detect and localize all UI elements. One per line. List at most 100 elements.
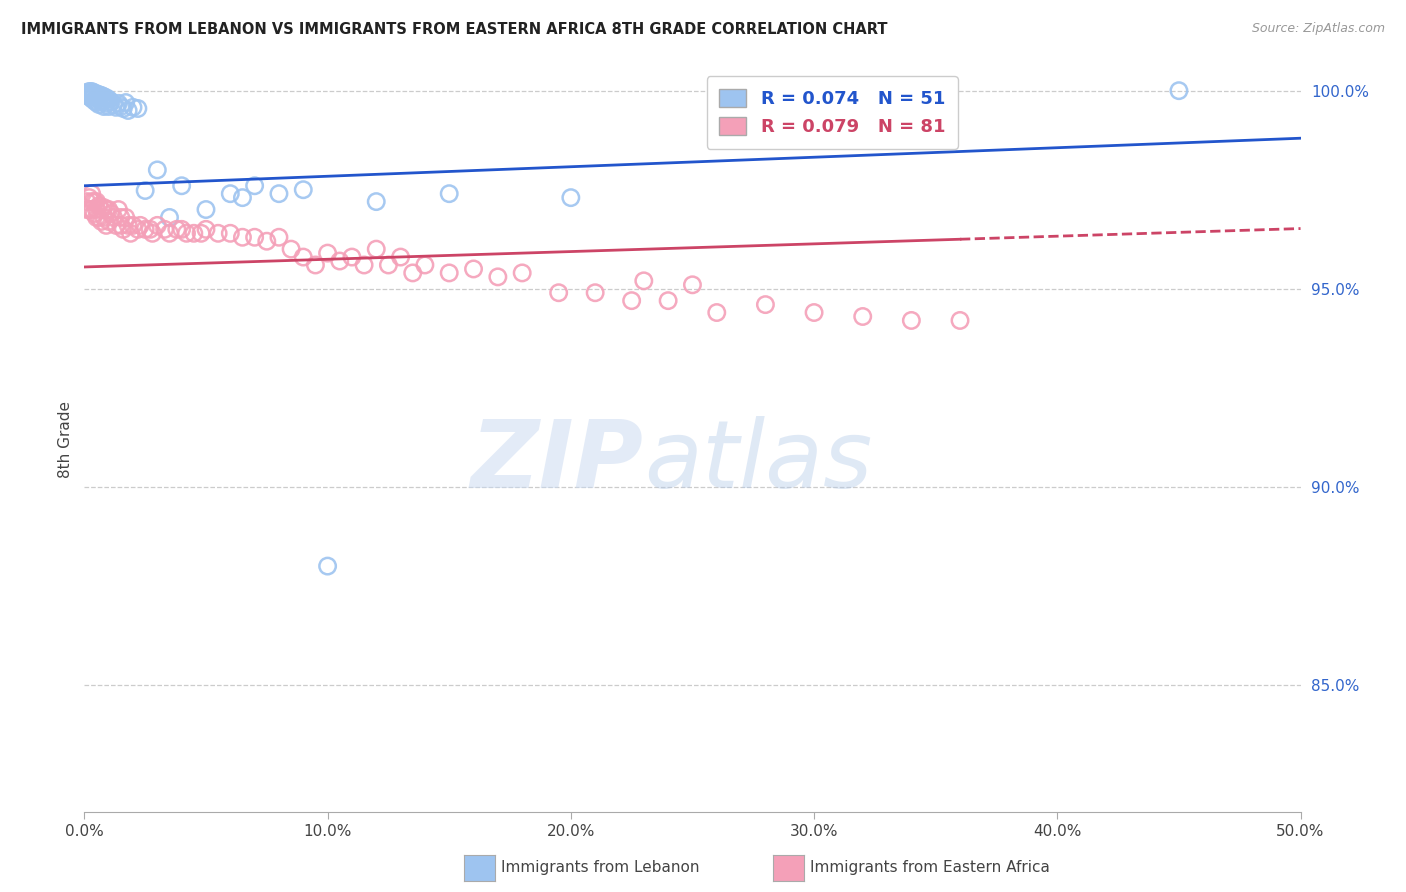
Point	[112, 222, 135, 236]
Point	[76, 194, 98, 209]
Point	[439, 186, 461, 201]
Text: Immigrants from Lebanon: Immigrants from Lebanon	[501, 861, 699, 875]
Point	[900, 313, 922, 327]
Point	[146, 219, 169, 233]
Point	[87, 198, 110, 212]
Point	[76, 86, 98, 100]
Point	[83, 88, 105, 103]
Point	[83, 194, 105, 209]
Point	[243, 178, 266, 193]
Point	[353, 258, 375, 272]
Point	[377, 258, 399, 272]
Point	[77, 202, 100, 217]
Point	[76, 87, 98, 102]
Point	[134, 222, 156, 236]
Point	[86, 211, 108, 225]
Point	[90, 214, 112, 228]
Point	[96, 202, 118, 217]
Point	[486, 269, 509, 284]
Point	[159, 227, 181, 241]
Text: ZIP: ZIP	[471, 416, 644, 508]
Point	[96, 96, 118, 111]
Point	[304, 258, 326, 272]
Point	[852, 310, 875, 324]
Point	[93, 201, 115, 215]
Point	[280, 242, 302, 256]
Point	[754, 297, 776, 311]
Point	[107, 96, 129, 111]
Point	[80, 85, 103, 99]
Point	[153, 222, 176, 236]
Point	[93, 89, 115, 103]
Point	[77, 191, 100, 205]
Point	[195, 222, 218, 236]
Point	[110, 219, 132, 233]
Point	[83, 94, 105, 108]
Point	[170, 178, 193, 193]
Point	[256, 234, 278, 248]
Point	[159, 211, 181, 225]
Point	[366, 242, 388, 256]
Point	[166, 222, 188, 236]
Point	[87, 87, 110, 102]
Text: Immigrants from Eastern Africa: Immigrants from Eastern Africa	[810, 861, 1050, 875]
Text: atlas: atlas	[644, 417, 872, 508]
Point	[389, 250, 412, 264]
Point	[267, 186, 290, 201]
Point	[100, 95, 122, 109]
Point	[77, 85, 100, 99]
Point	[96, 91, 118, 105]
Point	[139, 222, 162, 236]
Point	[80, 92, 103, 106]
Point	[292, 183, 315, 197]
Point	[207, 227, 229, 241]
Point	[146, 162, 169, 177]
Point	[86, 87, 108, 101]
Point	[560, 191, 582, 205]
Point	[104, 219, 127, 233]
Point	[86, 194, 108, 209]
Point	[329, 254, 352, 268]
Point	[134, 184, 156, 198]
Point	[107, 202, 129, 217]
Point	[90, 202, 112, 217]
Y-axis label: 8th Grade: 8th Grade	[58, 401, 73, 478]
Point	[103, 211, 125, 225]
Point	[77, 89, 100, 103]
Point	[80, 87, 103, 102]
Point	[657, 293, 679, 308]
Point	[122, 100, 145, 114]
Point	[127, 102, 149, 116]
Point	[120, 227, 142, 241]
Point	[104, 100, 127, 114]
Point	[620, 293, 643, 308]
Point	[949, 313, 972, 327]
Point	[176, 227, 198, 241]
Point	[510, 266, 533, 280]
Point	[219, 227, 242, 241]
Point	[706, 305, 728, 319]
Point	[267, 230, 290, 244]
Point	[292, 250, 315, 264]
Point	[83, 86, 105, 100]
Point	[402, 266, 425, 280]
Legend: R = 0.074   N = 51, R = 0.079   N = 81: R = 0.074 N = 51, R = 0.079 N = 81	[707, 76, 957, 149]
Point	[413, 258, 436, 272]
Point	[93, 99, 115, 113]
Point	[97, 92, 120, 106]
Point	[195, 202, 218, 217]
Point	[129, 219, 152, 233]
Point	[633, 274, 655, 288]
Text: Source: ZipAtlas.com: Source: ZipAtlas.com	[1251, 22, 1385, 36]
Point	[122, 219, 145, 233]
Point	[110, 99, 132, 113]
Point	[83, 206, 105, 220]
Point	[87, 211, 110, 225]
Point	[183, 227, 205, 241]
Point	[583, 285, 606, 300]
Point	[80, 202, 103, 217]
Point	[86, 202, 108, 217]
Point	[80, 186, 103, 201]
Point	[366, 194, 388, 209]
Point	[77, 87, 100, 101]
